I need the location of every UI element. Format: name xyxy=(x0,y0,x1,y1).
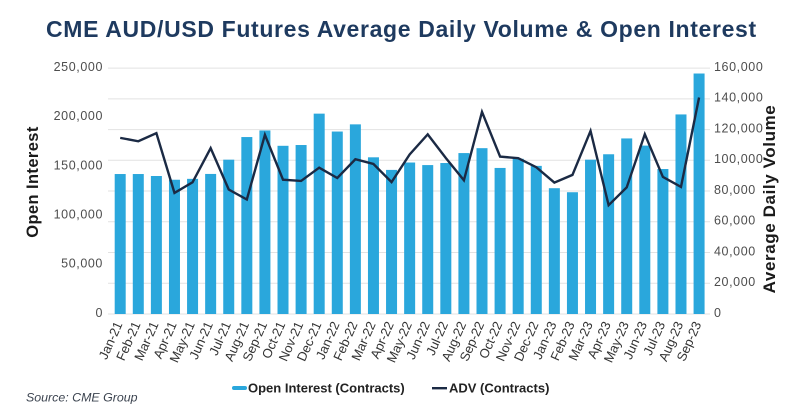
svg-text:140,000: 140,000 xyxy=(714,91,763,105)
svg-text:100,000: 100,000 xyxy=(54,207,103,221)
svg-text:80,000: 80,000 xyxy=(714,183,756,197)
svg-text:120,000: 120,000 xyxy=(714,121,763,135)
svg-text:Average Daily Volume: Average Daily Volume xyxy=(760,105,779,294)
svg-text:Open Interest (Contracts): Open Interest (Contracts) xyxy=(248,381,405,396)
svg-text:250,000: 250,000 xyxy=(54,60,103,74)
svg-text:20,000: 20,000 xyxy=(714,275,756,289)
svg-text:60,000: 60,000 xyxy=(714,214,756,228)
svg-text:50,000: 50,000 xyxy=(61,257,103,271)
svg-text:150,000: 150,000 xyxy=(54,158,103,172)
svg-text:100,000: 100,000 xyxy=(714,152,763,166)
svg-text:0: 0 xyxy=(95,306,103,320)
svg-text:200,000: 200,000 xyxy=(54,109,103,123)
svg-text:ADV (Contracts): ADV (Contracts) xyxy=(449,381,549,396)
svg-text:Open Interest: Open Interest xyxy=(24,126,42,238)
svg-text:CME AUD/USD Futures Average Da: CME AUD/USD Futures Average Daily Volume… xyxy=(46,16,757,42)
svg-text:160,000: 160,000 xyxy=(714,60,763,74)
svg-text:40,000: 40,000 xyxy=(714,244,756,258)
svg-text:Source: CME Group: Source: CME Group xyxy=(26,391,138,405)
svg-text:0: 0 xyxy=(714,306,722,320)
